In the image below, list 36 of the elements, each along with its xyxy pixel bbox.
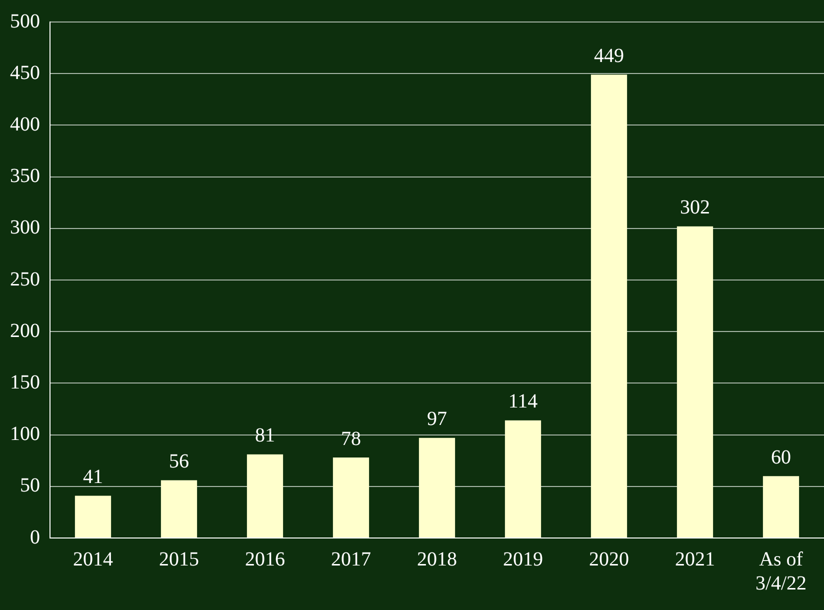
x-tick-label: 2021 — [675, 548, 715, 570]
x-tick-label: 2015 — [159, 548, 199, 570]
bar — [762, 476, 800, 538]
y-tick-label: 150 — [10, 371, 40, 394]
y-tick-label: 0 — [30, 526, 40, 548]
bar — [246, 454, 284, 538]
bar — [676, 226, 714, 538]
bar — [504, 420, 542, 538]
x-tick-label: As of 3/4/22 — [755, 548, 807, 594]
y-tick-label: 450 — [10, 62, 40, 84]
y-tick-label: 200 — [10, 320, 40, 342]
x-tick-label: 2017 — [331, 548, 371, 570]
x-tick-label: 2016 — [245, 548, 285, 570]
x-tick-label: 2018 — [417, 548, 457, 570]
data-label: 449 — [594, 44, 624, 67]
data-label: 60 — [771, 446, 791, 468]
data-label: 302 — [680, 196, 710, 219]
y-tick-label: 350 — [10, 165, 40, 188]
data-label: 114 — [508, 390, 538, 413]
bar — [74, 496, 112, 538]
y-tick-label: 100 — [10, 423, 40, 446]
y-tick-label: 50 — [20, 474, 40, 497]
y-tick-label: 250 — [10, 268, 40, 290]
x-tick-label: 2014 — [73, 548, 113, 570]
bar — [418, 438, 456, 538]
bar — [160, 480, 198, 538]
y-tick-label: 500 — [10, 10, 40, 32]
bar — [332, 458, 370, 538]
bar — [590, 74, 628, 538]
data-label: 97 — [427, 408, 447, 430]
y-tick-label: 400 — [10, 113, 40, 136]
data-label: 56 — [169, 450, 189, 472]
y-tick-label: 300 — [10, 216, 40, 239]
data-label: 41 — [83, 466, 103, 488]
x-tick-label: 2019 — [503, 548, 543, 570]
x-tick-label: 2020 — [589, 548, 629, 570]
